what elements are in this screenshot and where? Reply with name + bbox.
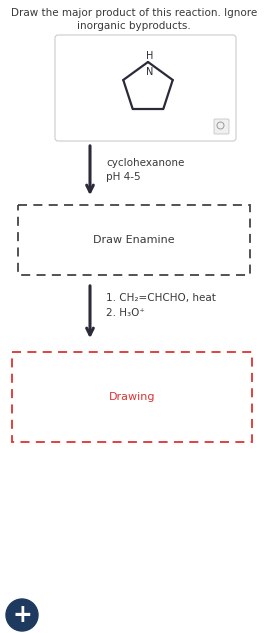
Text: cyclohexanone: cyclohexanone (106, 158, 184, 168)
Text: 1. CH₂=CHCHO, heat: 1. CH₂=CHCHO, heat (106, 293, 216, 303)
Text: Draw the major product of this reaction. Ignore: Draw the major product of this reaction.… (11, 8, 257, 18)
Text: 2. H₃O⁺: 2. H₃O⁺ (106, 308, 145, 318)
Text: pH 4-5: pH 4-5 (106, 172, 141, 182)
Text: +: + (12, 603, 32, 627)
Text: Drawing: Drawing (109, 392, 155, 402)
Text: Draw Enamine: Draw Enamine (93, 235, 175, 245)
Circle shape (6, 599, 38, 631)
Text: N: N (146, 67, 154, 77)
Text: H: H (146, 51, 154, 61)
FancyBboxPatch shape (214, 119, 229, 134)
Text: inorganic byproducts.: inorganic byproducts. (77, 21, 191, 31)
FancyBboxPatch shape (55, 35, 236, 141)
